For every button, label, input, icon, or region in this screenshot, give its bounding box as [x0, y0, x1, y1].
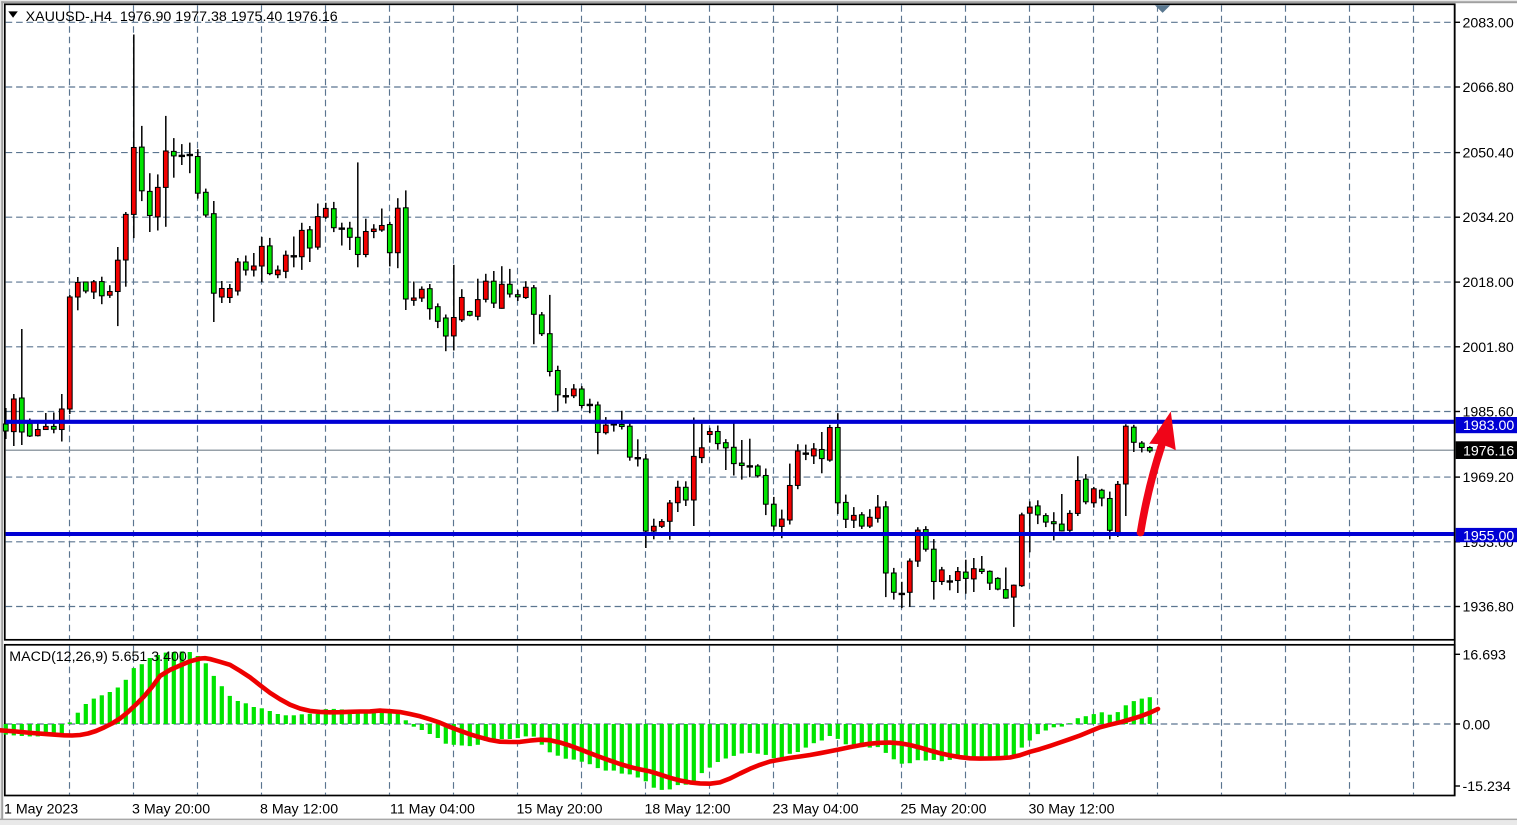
svg-text:-15.234: -15.234: [1463, 779, 1511, 795]
svg-text:1969.20: 1969.20: [1463, 470, 1514, 486]
svg-text:8 May 12:00: 8 May 12:00: [260, 802, 338, 818]
svg-text:2066.80: 2066.80: [1463, 80, 1514, 96]
svg-text:1955.00: 1955.00: [1463, 528, 1514, 544]
svg-text:30 May 12:00: 30 May 12:00: [1029, 802, 1115, 818]
svg-text:3 May 20:00: 3 May 20:00: [132, 802, 210, 818]
svg-text:XAUUSD-,H4 1976.90 1977.38 19: XAUUSD-,H4 1976.90 1977.38 1975.40 1976.…: [26, 9, 338, 25]
svg-text:18 May 12:00: 18 May 12:00: [645, 802, 731, 818]
svg-text:2018.00: 2018.00: [1463, 275, 1514, 291]
svg-text:1 May 2023: 1 May 2023: [4, 802, 78, 818]
svg-text:1936.80: 1936.80: [1463, 600, 1514, 616]
svg-text:11 May 04:00: 11 May 04:00: [390, 802, 475, 818]
svg-text:2034.20: 2034.20: [1463, 210, 1514, 226]
svg-text:25 May 20:00: 25 May 20:00: [901, 802, 987, 818]
svg-text:2001.80: 2001.80: [1463, 340, 1514, 356]
svg-text:1985.60: 1985.60: [1463, 405, 1514, 421]
svg-text:2083.00: 2083.00: [1463, 15, 1514, 31]
svg-text:1976.16: 1976.16: [1463, 443, 1514, 459]
svg-text:MACD(12,26,9) 5.651 3.400: MACD(12,26,9) 5.651 3.400: [9, 649, 187, 665]
svg-text:16.693: 16.693: [1463, 647, 1507, 663]
svg-text:2050.40: 2050.40: [1463, 146, 1514, 162]
svg-text:15 May 20:00: 15 May 20:00: [517, 802, 603, 818]
svg-text:1983.00: 1983.00: [1463, 418, 1514, 434]
svg-text:0.00: 0.00: [1463, 718, 1491, 734]
svg-text:23 May 04:00: 23 May 04:00: [773, 802, 859, 818]
